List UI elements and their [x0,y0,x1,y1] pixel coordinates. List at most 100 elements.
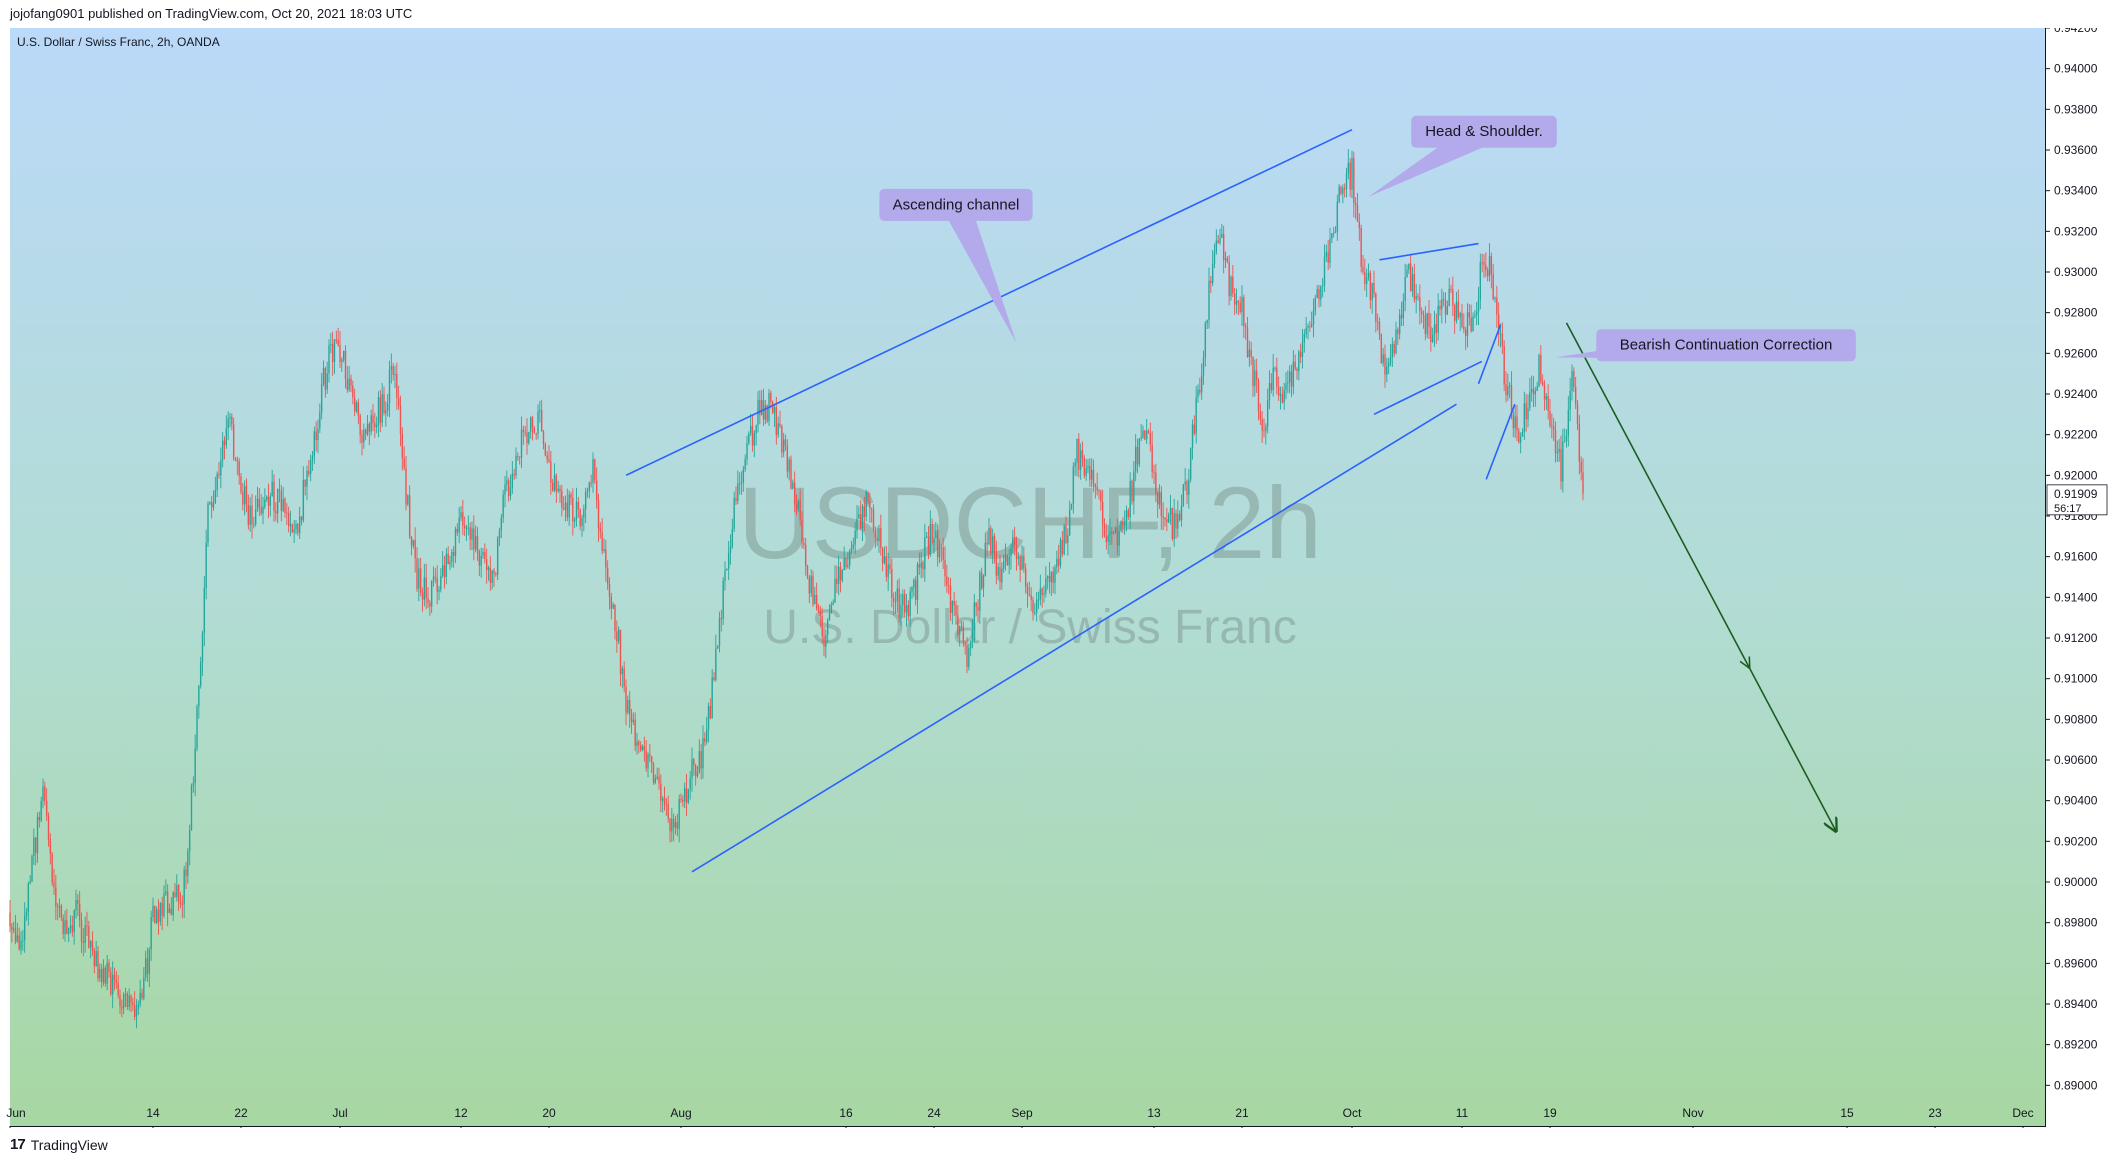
trendline-flag-lower[interactable] [1373,360,1483,416]
candle [1096,472,1098,496]
candle [1169,494,1172,525]
candle [856,505,858,539]
candle [399,395,402,447]
candle [652,761,655,785]
candle [1277,376,1280,401]
candle [1243,294,1245,338]
candle [121,999,123,1018]
candle [588,481,591,499]
candle [773,403,776,428]
candle [1512,410,1515,438]
candle [1565,429,1568,448]
projection-arrow[interactable] [1565,322,1837,831]
candle [1560,435,1562,490]
candle [1028,581,1031,597]
candle [869,492,871,523]
candle [62,914,64,940]
candle [1149,422,1152,452]
candle [1354,196,1357,220]
candle [1549,398,1551,429]
candle [605,539,607,582]
candle [210,496,213,519]
candle [1413,263,1416,303]
candle [665,798,668,816]
candle [174,883,176,898]
candle [744,454,746,472]
candle [1450,284,1452,294]
candle [1001,562,1003,590]
candle [966,637,968,673]
candle [1213,243,1216,269]
trendline-channel-upper[interactable] [625,128,1353,477]
candle [1211,249,1214,287]
tradingview-brand[interactable]: 17 TradingView [10,1136,108,1153]
candle [95,940,97,967]
candle [854,522,856,554]
candle [1532,376,1535,408]
candle [1257,378,1260,421]
candle [102,959,105,986]
candle [1439,300,1441,316]
candle [1318,285,1320,308]
candle [192,776,195,793]
candle [1351,150,1353,199]
candle [1067,528,1069,556]
candle [1310,311,1313,328]
candle [1129,472,1131,530]
candle [304,479,306,496]
candle [1056,550,1058,575]
candle [1017,552,1020,566]
candle [539,400,541,423]
candle [66,908,68,935]
candle [612,602,614,609]
candle [1254,359,1256,397]
candle [1188,469,1190,509]
candle [326,361,328,394]
candle [53,868,55,896]
candle [473,515,475,561]
trendline-wedge-lower[interactable] [1477,324,1502,385]
candle [850,540,853,554]
trendline-flag-upper[interactable] [1379,242,1479,261]
candle [779,410,781,429]
drawings: Ascending channel Head & Shoulder. Bearish… [625,115,1856,873]
candle [403,446,405,471]
candle [1177,500,1179,538]
candle [786,439,789,478]
callout-annotation[interactable]: Head & Shoulder. [1368,115,1557,197]
candle [735,486,737,506]
candle [1430,313,1432,352]
candle [548,445,550,463]
candle [555,473,558,504]
callout-annotation[interactable]: Bearish Continuation Correction [1555,329,1856,362]
candle [234,457,237,462]
candle [1035,592,1038,622]
candle [221,432,224,468]
callout-annotation[interactable]: Ascending channel [879,188,1033,344]
candle [146,947,149,982]
candle [676,814,679,837]
candle [1338,183,1340,204]
candle [517,452,519,461]
candle [126,991,129,1011]
candle [179,892,182,909]
candle [1210,276,1212,293]
y-tick-label: 0.90600 [2054,753,2098,767]
candle [513,469,515,480]
candle [495,571,497,577]
candle [194,734,196,797]
candle [603,538,605,554]
price-chart[interactable]: USDCHF, 2h U.S. Dollar / Swiss Franc U.S… [0,28,2120,1128]
candle [1529,377,1531,412]
candle [1492,263,1494,301]
candle [77,894,79,917]
candle [1147,428,1150,434]
candle [764,400,767,425]
candle [1362,254,1364,275]
candle [458,507,460,544]
trendline-wedge-upper[interactable] [1485,403,1516,480]
candle [432,566,435,587]
trendline-channel-lower[interactable] [691,403,1457,873]
candle [16,922,19,943]
candle [1037,591,1040,610]
